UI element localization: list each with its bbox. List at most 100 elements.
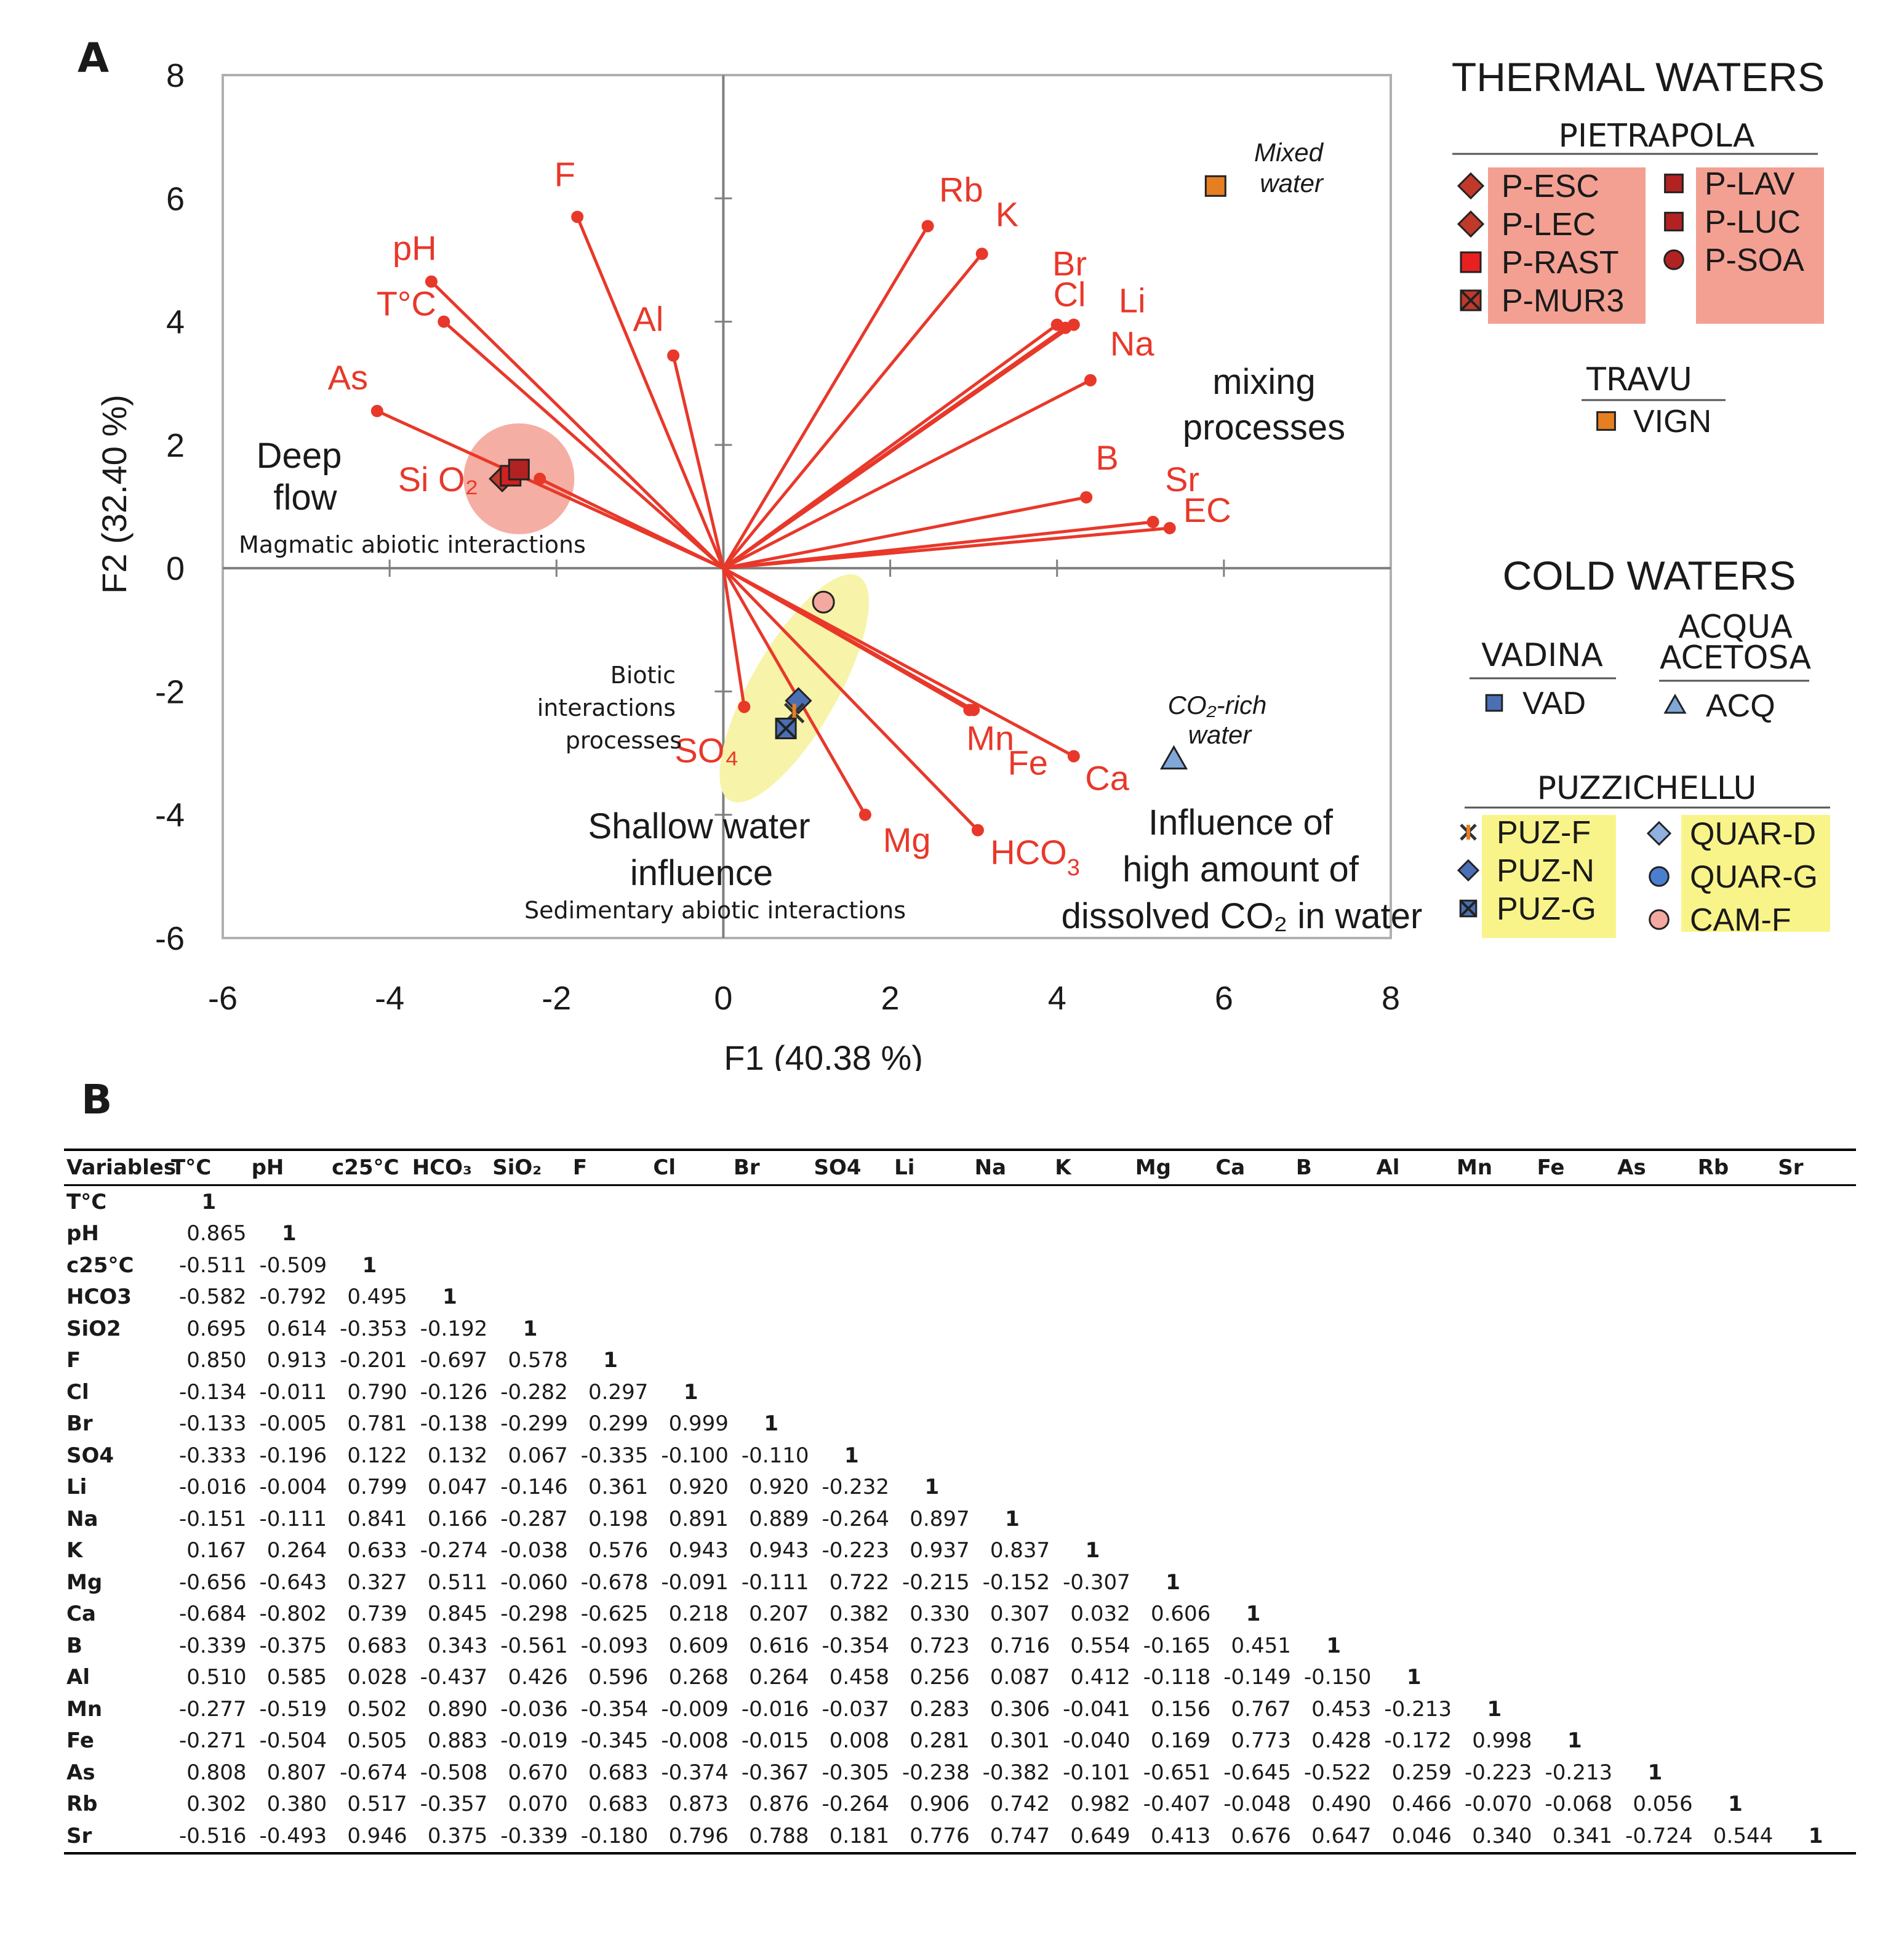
table-cell: 1 xyxy=(522,1316,538,1341)
table-cell: 0.807 xyxy=(266,1760,327,1785)
table-cell xyxy=(1615,1598,1695,1630)
row-label: Al xyxy=(66,1665,90,1690)
table-cell xyxy=(1052,1440,1133,1472)
table-cell xyxy=(329,1218,410,1250)
vector-tip-na xyxy=(1084,374,1097,387)
table-cell: 1 xyxy=(1246,1602,1261,1627)
table-cell xyxy=(1052,1472,1133,1504)
marker-shape xyxy=(1457,210,1485,238)
loading-label-cl: Cl xyxy=(1054,275,1086,314)
legend-label-p-esc: P-ESC xyxy=(1502,169,1599,204)
table-cell xyxy=(892,1185,972,1218)
table-cell xyxy=(1535,1281,1615,1313)
table-cell: 0.576 xyxy=(588,1538,649,1563)
table-cell: 0.739 xyxy=(347,1602,407,1627)
table-cell: 0.998 xyxy=(1472,1728,1532,1754)
table-cell: 0.451 xyxy=(1231,1633,1291,1658)
table-cell: -0.134 xyxy=(178,1379,247,1405)
row-label: B xyxy=(66,1633,82,1658)
table-cell xyxy=(1374,1535,1454,1567)
marker-shape xyxy=(1457,859,1480,882)
table-cell: 0.906 xyxy=(910,1792,970,1817)
table-cell: -0.264 xyxy=(822,1792,890,1817)
legend-marker-quar-g xyxy=(1649,866,1670,887)
table-row: Br -0.133 -0.005 0.781 -0.138 -0.299 0.299 0.99… xyxy=(64,1408,1856,1440)
panel-b-label: B xyxy=(81,1076,113,1123)
marker-shape xyxy=(1649,866,1670,887)
table-cell xyxy=(1454,1313,1535,1345)
table-cell: 0.330 xyxy=(910,1602,970,1627)
table-cell xyxy=(1615,1535,1695,1567)
table-cell: 0.873 xyxy=(668,1792,729,1817)
annotation-co2-rich: water xyxy=(1188,720,1253,749)
table-cell xyxy=(650,1345,731,1377)
table-cell: 0.268 xyxy=(668,1665,729,1690)
table-cell xyxy=(1294,1503,1374,1535)
table-cell xyxy=(1213,1376,1294,1408)
table-cell xyxy=(972,1281,1053,1313)
x-tick-label: -2 xyxy=(542,980,571,1017)
y-tick-label: -6 xyxy=(155,920,185,957)
table-cell xyxy=(1775,1725,1856,1757)
table-cell: -0.697 xyxy=(420,1348,488,1373)
table-cell: -0.151 xyxy=(178,1506,247,1531)
table-cell xyxy=(1294,1345,1374,1377)
table-row: Li -0.016 -0.004 0.799 0.047 -0.146 0.361 0.920… xyxy=(64,1472,1856,1504)
table-cell: 0.799 xyxy=(347,1475,407,1500)
marker-shape xyxy=(1664,174,1684,193)
legend-cold-title: COLD WATERS xyxy=(1503,553,1796,598)
table-cell xyxy=(1535,1218,1615,1250)
loading-label-ec: EC xyxy=(1183,491,1231,529)
annotation-sedimentary: Sedimentary abiotic interactions xyxy=(524,897,906,924)
table-cell: -0.345 xyxy=(580,1728,649,1754)
row-label: Ca xyxy=(66,1602,96,1627)
table-cell xyxy=(1454,1630,1535,1662)
vector-tip-ec xyxy=(1163,522,1176,535)
table-cell xyxy=(1775,1598,1856,1630)
table-cell: 0.850 xyxy=(186,1348,247,1373)
table-cell xyxy=(1454,1218,1535,1250)
table-cell xyxy=(972,1218,1053,1250)
legend-marker-p-lav xyxy=(1664,174,1684,193)
table-cell xyxy=(972,1345,1053,1377)
table-cell: 0.999 xyxy=(668,1411,729,1437)
table-cell: -0.674 xyxy=(340,1760,407,1785)
table-cell xyxy=(1535,1598,1615,1630)
table-cell xyxy=(1294,1566,1374,1598)
table-cell xyxy=(1615,1693,1695,1725)
annotation-mixed-water: Mixed xyxy=(1254,138,1324,167)
table-cell xyxy=(1133,1408,1214,1440)
y-tick-label: 0 xyxy=(166,550,185,587)
header-cell: Br xyxy=(730,1149,812,1186)
legend-marker-p-lec xyxy=(1457,210,1485,238)
table-cell: 0.841 xyxy=(347,1506,407,1531)
table-cell xyxy=(1133,1185,1214,1218)
table-cell: 0.301 xyxy=(990,1728,1050,1754)
table-cell: 0.281 xyxy=(910,1728,970,1754)
table-cell: 0.943 xyxy=(668,1538,729,1563)
table-cell xyxy=(1535,1566,1615,1598)
table-cell xyxy=(892,1440,972,1472)
row-label: K xyxy=(66,1538,83,1563)
table-cell xyxy=(650,1185,731,1218)
table-cell: 0.865 xyxy=(186,1221,247,1246)
table-cell xyxy=(1374,1566,1454,1598)
table-cell xyxy=(1213,1535,1294,1567)
table-cell: 0.808 xyxy=(186,1760,247,1785)
table-cell: -0.213 xyxy=(1384,1696,1452,1722)
table-cell xyxy=(1454,1185,1535,1218)
table-cell: 0.683 xyxy=(588,1792,649,1817)
table-cell: 0.767 xyxy=(1231,1696,1291,1722)
table-cell xyxy=(1294,1281,1374,1313)
table-cell: 0.169 xyxy=(1150,1728,1211,1754)
row-label: Fe xyxy=(66,1728,94,1754)
loading-label-ph: pH xyxy=(393,228,437,267)
table-cell: 0.132 xyxy=(427,1443,488,1468)
legend-label-p-mur3: P-MUR3 xyxy=(1502,283,1624,319)
table-cell xyxy=(972,1440,1053,1472)
sample-vign xyxy=(1204,175,1226,197)
vector-ca xyxy=(722,566,1075,758)
table-cell xyxy=(892,1281,972,1313)
table-cell: -0.274 xyxy=(420,1538,488,1563)
table-cell xyxy=(1374,1472,1454,1504)
